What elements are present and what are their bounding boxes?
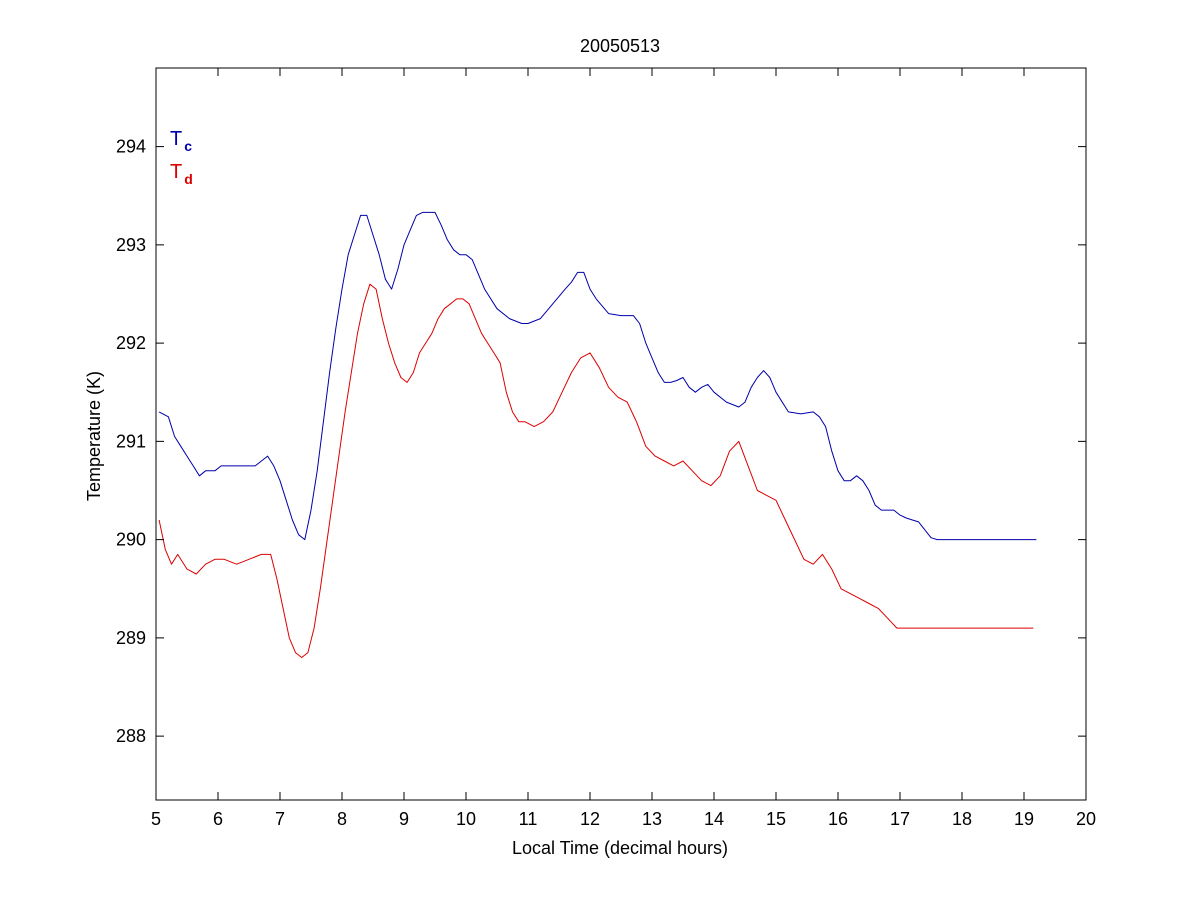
x-tick-label: 12 [580,809,600,829]
x-tick-label: 8 [337,809,347,829]
x-tick-label: 7 [275,809,285,829]
x-tick-label: 19 [1014,809,1034,829]
x-tick-label: 9 [399,809,409,829]
y-tick-label: 292 [116,333,146,353]
x-tick-label: 16 [828,809,848,829]
legend-label-subscript: c [184,138,192,154]
axes-box [155,67,1087,801]
x-tick-label: 5 [151,809,161,829]
x-axis-label: Local Time (decimal hours) [512,838,728,858]
series-line-td [158,283,1034,658]
x-tick-label: 15 [766,809,786,829]
series-layer [158,211,1037,658]
x-tick-label: 6 [213,809,223,829]
x-tick-label: 10 [456,809,476,829]
x-axis: 5 6 7 8 9 10 11 12 13 14 15 16 17 18 19 20 [151,68,1096,829]
y-tick-label: 294 [116,137,146,157]
x-tick-label: 11 [519,809,538,829]
y-tick-label: 291 [116,431,146,451]
x-tick-label: 18 [952,809,972,829]
x-tick-label: 20 [1076,809,1096,829]
legend-label-main: T [170,128,182,150]
legend-label-subscript: d [184,171,193,187]
series-line-tc [158,211,1037,541]
x-tick-label: 17 [890,809,910,829]
x-tick-label: 14 [704,809,724,829]
y-tick-label: 288 [116,726,146,746]
y-tick-label: 289 [116,628,146,648]
y-axis: 288 289 290 291 292 293 294 [116,137,1086,746]
y-axis-label: Temperature (K) [84,371,104,501]
x-tick-label: 13 [642,809,662,829]
y-tick-label: 290 [116,530,146,550]
legend-label-main: T [170,161,182,183]
y-tick-label: 293 [116,235,146,255]
chart-title: 20050513 [580,36,660,56]
